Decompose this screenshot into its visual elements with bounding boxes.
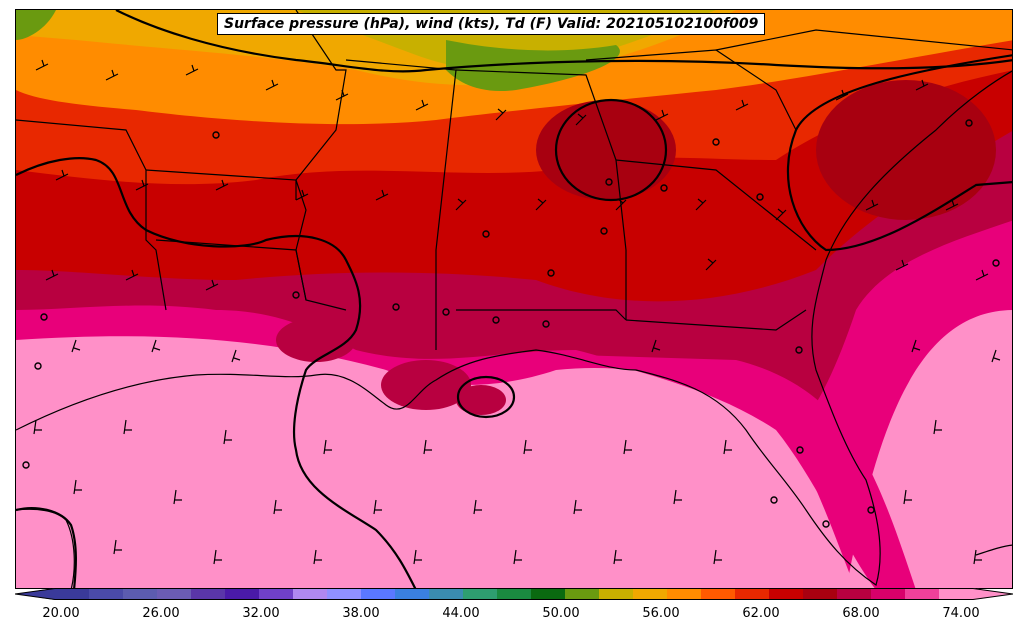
colorbar-segment (497, 588, 532, 600)
colorbar-segment (123, 588, 158, 600)
colorbar-segment (259, 588, 294, 600)
colorbar-segment (701, 588, 736, 600)
colorbar-segment (905, 588, 940, 600)
colorbar-segment (191, 588, 226, 600)
colorbar-segment (463, 588, 498, 600)
map-title: Surface pressure (hPa), wind (kts), Td (… (217, 13, 766, 35)
dewpoint-fill (16, 10, 1012, 588)
colorbar-segment (225, 588, 260, 600)
colorbar-tick-label: 50.00 (542, 606, 580, 621)
colorbar-under-arrow (15, 588, 55, 600)
colorbar-segment (871, 588, 906, 600)
colorbar-segment (429, 588, 464, 600)
colorbar-segment (55, 588, 90, 600)
colorbar-tick-label: 20.00 (42, 606, 80, 621)
colorbar-segment (327, 588, 362, 600)
colorbar-segment (939, 588, 974, 600)
colorbar-segment (599, 588, 634, 600)
colorbar-segment (803, 588, 838, 600)
colorbar-tick-label: 32.00 (242, 606, 280, 621)
colorbar-tick-label: 68.00 (842, 606, 880, 621)
colorbar-segment (395, 588, 430, 600)
colorbar-segment (667, 588, 702, 600)
colorbar-tick-label: 38.00 (342, 606, 380, 621)
map-panel (15, 9, 1013, 589)
colorbar-segment (633, 588, 668, 600)
colorbar-segment (157, 588, 192, 600)
colorbar-segment (89, 588, 124, 600)
station-markers (22, 119, 1000, 528)
colorbar-tick-label: 62.00 (742, 606, 780, 621)
colorbar-over-arrow (973, 588, 1013, 600)
colorbar-segment (565, 588, 600, 600)
colorbar-tick-label: 26.00 (142, 606, 180, 621)
dewpoint-map (16, 10, 1012, 588)
colorbar-segment (361, 588, 396, 600)
colorbar-tick-label: 44.00 (442, 606, 480, 621)
colorbar-segment (293, 588, 328, 600)
colorbar-segment (735, 588, 770, 600)
colorbar-segment (531, 588, 566, 600)
colorbar-segment (837, 588, 872, 600)
colorbar-tick-label: 56.00 (642, 606, 680, 621)
colorbar (15, 588, 1013, 600)
colorbar-segment (769, 588, 804, 600)
state-borders (16, 10, 1012, 350)
wind-barbs (33, 59, 1001, 565)
isobars (16, 10, 1012, 588)
colorbar-tick-label: 74.00 (942, 606, 980, 621)
